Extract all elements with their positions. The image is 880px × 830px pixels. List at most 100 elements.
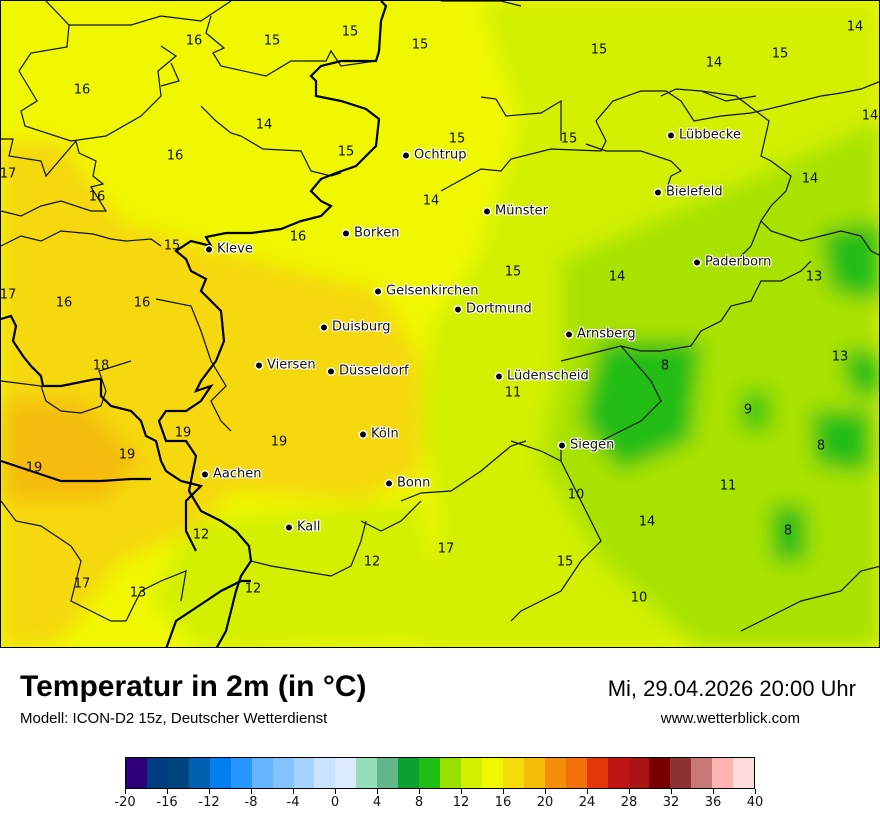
colorbar-tick: [335, 789, 336, 794]
city-label: Münster: [484, 204, 548, 219]
city-name: Siegen: [570, 437, 615, 453]
city-name: Borken: [354, 225, 400, 241]
colorbar-segment: [649, 758, 671, 788]
city-name: Paderborn: [705, 254, 772, 270]
temperature-value: 15: [771, 46, 789, 62]
temperature-value: 15: [448, 131, 466, 147]
city-name: Münster: [495, 203, 548, 219]
colorbar-tick: [251, 789, 252, 794]
temperature-value: 14: [638, 514, 656, 530]
colorbar-tick-label: 0: [330, 795, 340, 810]
temperature-value: 15: [411, 37, 429, 53]
website-link[interactable]: www.wetterblick.com: [660, 710, 800, 727]
colorbar-tick: [503, 789, 504, 794]
temperature-value: 15: [337, 144, 355, 160]
city-dot-icon: [202, 471, 208, 477]
city-name: Lüdenscheid: [507, 368, 589, 384]
colorbar-segment: [335, 758, 357, 788]
temperature-value: 14: [861, 108, 879, 124]
city-dot-icon: [655, 189, 661, 195]
colorbar-tick-label: 16: [494, 795, 512, 810]
city-name: Arnsberg: [577, 326, 636, 342]
colorbar-tick: [377, 789, 378, 794]
temperature-value: 11: [719, 478, 737, 494]
colorbar-segment: [628, 758, 650, 788]
city-label: Arnsberg: [566, 327, 636, 342]
temperature-value: 16: [289, 229, 307, 245]
temperature-value: 15: [163, 238, 181, 254]
temperature-value: 13: [831, 349, 849, 365]
city-dot-icon: [343, 230, 349, 236]
colorbar-segment: [544, 758, 566, 788]
colorbar-tick: [419, 789, 420, 794]
map-footer: Temperatur in 2m (in °C) Modell: ICON-D2…: [0, 648, 880, 830]
city-dot-icon: [484, 208, 490, 214]
colorbar-segment: [209, 758, 231, 788]
temperature-value: 8: [660, 358, 670, 374]
city-name: Bonn: [397, 475, 431, 491]
temperature-value: 16: [88, 189, 106, 205]
colorbar-tick-label: 12: [452, 795, 470, 810]
colorbar-tick-label: -20: [114, 795, 136, 810]
city-dot-icon: [206, 246, 212, 252]
temperature-value: 14: [846, 19, 864, 35]
temperature-value: 17: [73, 576, 91, 592]
colorbar-tick: [587, 789, 588, 794]
temperature-value: 8: [816, 438, 826, 454]
city-label: Duisburg: [321, 320, 391, 335]
colorbar-segment: [670, 758, 692, 788]
colorbar-tick: [629, 789, 630, 794]
colorbar-tick-label: -12: [198, 795, 220, 810]
temperature-map: 16 15 15 15 15 15 14 14 16 14 15 15 14 16 15 17 16 14 14 15…: [0, 0, 880, 648]
colorbar-tick-label: 20: [536, 795, 554, 810]
temperature-value: 15: [263, 33, 281, 49]
colorbar-tick: [293, 789, 294, 794]
colorbar-segment: [440, 758, 461, 788]
temperature-value: 15: [560, 131, 578, 147]
city-dot-icon: [403, 152, 409, 158]
temperature-value: 15: [341, 24, 359, 40]
colorbar-segment: [565, 758, 587, 788]
colorbar-tick-label: -16: [156, 795, 178, 810]
temperature-value: 19: [118, 447, 136, 463]
city-name: Aachen: [213, 466, 262, 482]
temperature-value: 8: [783, 523, 793, 539]
city-label: Aachen: [202, 467, 261, 482]
colorbar-segment: [167, 758, 189, 788]
temperature-field: [1, 1, 879, 647]
colorbar-tick: [545, 789, 546, 794]
temperature-value: 17: [0, 166, 17, 182]
city-name: Kleve: [217, 241, 253, 257]
valid-datetime: Mi, 29.04.2026 20:00 Uhr: [607, 676, 856, 701]
colorbar-segment: [230, 758, 252, 788]
colorbar-segment: [419, 758, 441, 788]
city-name: Viersen: [267, 357, 316, 373]
colorbar-tick-label: 8: [414, 795, 424, 810]
temperature-value: 16: [55, 295, 73, 311]
city-dot-icon: [455, 306, 461, 312]
model-subtitle: Modell: ICON-D2 15z, Deutscher Wetterdie…: [20, 710, 328, 727]
temperature-value: 17: [0, 287, 17, 303]
city-label: Düsseldorf: [328, 364, 409, 379]
temperature-value: 16: [166, 148, 184, 164]
city-dot-icon: [321, 324, 327, 330]
city-label: Paderborn: [694, 255, 771, 270]
city-name: Gelsenkirchen: [386, 283, 479, 299]
colorbar-tick-label: 36: [704, 795, 722, 810]
colorbar-legend: [125, 757, 755, 789]
colorbar-segment: [712, 758, 734, 788]
temperature-value: 16: [133, 295, 151, 311]
colorbar-segment: [251, 758, 273, 788]
colorbar-segment: [377, 758, 399, 788]
colorbar-tick: [713, 789, 714, 794]
city-dot-icon: [328, 368, 334, 374]
city-dot-icon: [386, 480, 392, 486]
colorbar-segment: [523, 758, 545, 788]
colorbar-tick-label: 32: [662, 795, 680, 810]
colorbar-segment: [293, 758, 315, 788]
city-label: Lüdenscheid: [496, 369, 589, 384]
temperature-value: 19: [25, 460, 43, 476]
colorbar-segment: [356, 758, 378, 788]
temperature-value: 13: [129, 585, 147, 601]
colorbar-segment: [461, 758, 482, 788]
